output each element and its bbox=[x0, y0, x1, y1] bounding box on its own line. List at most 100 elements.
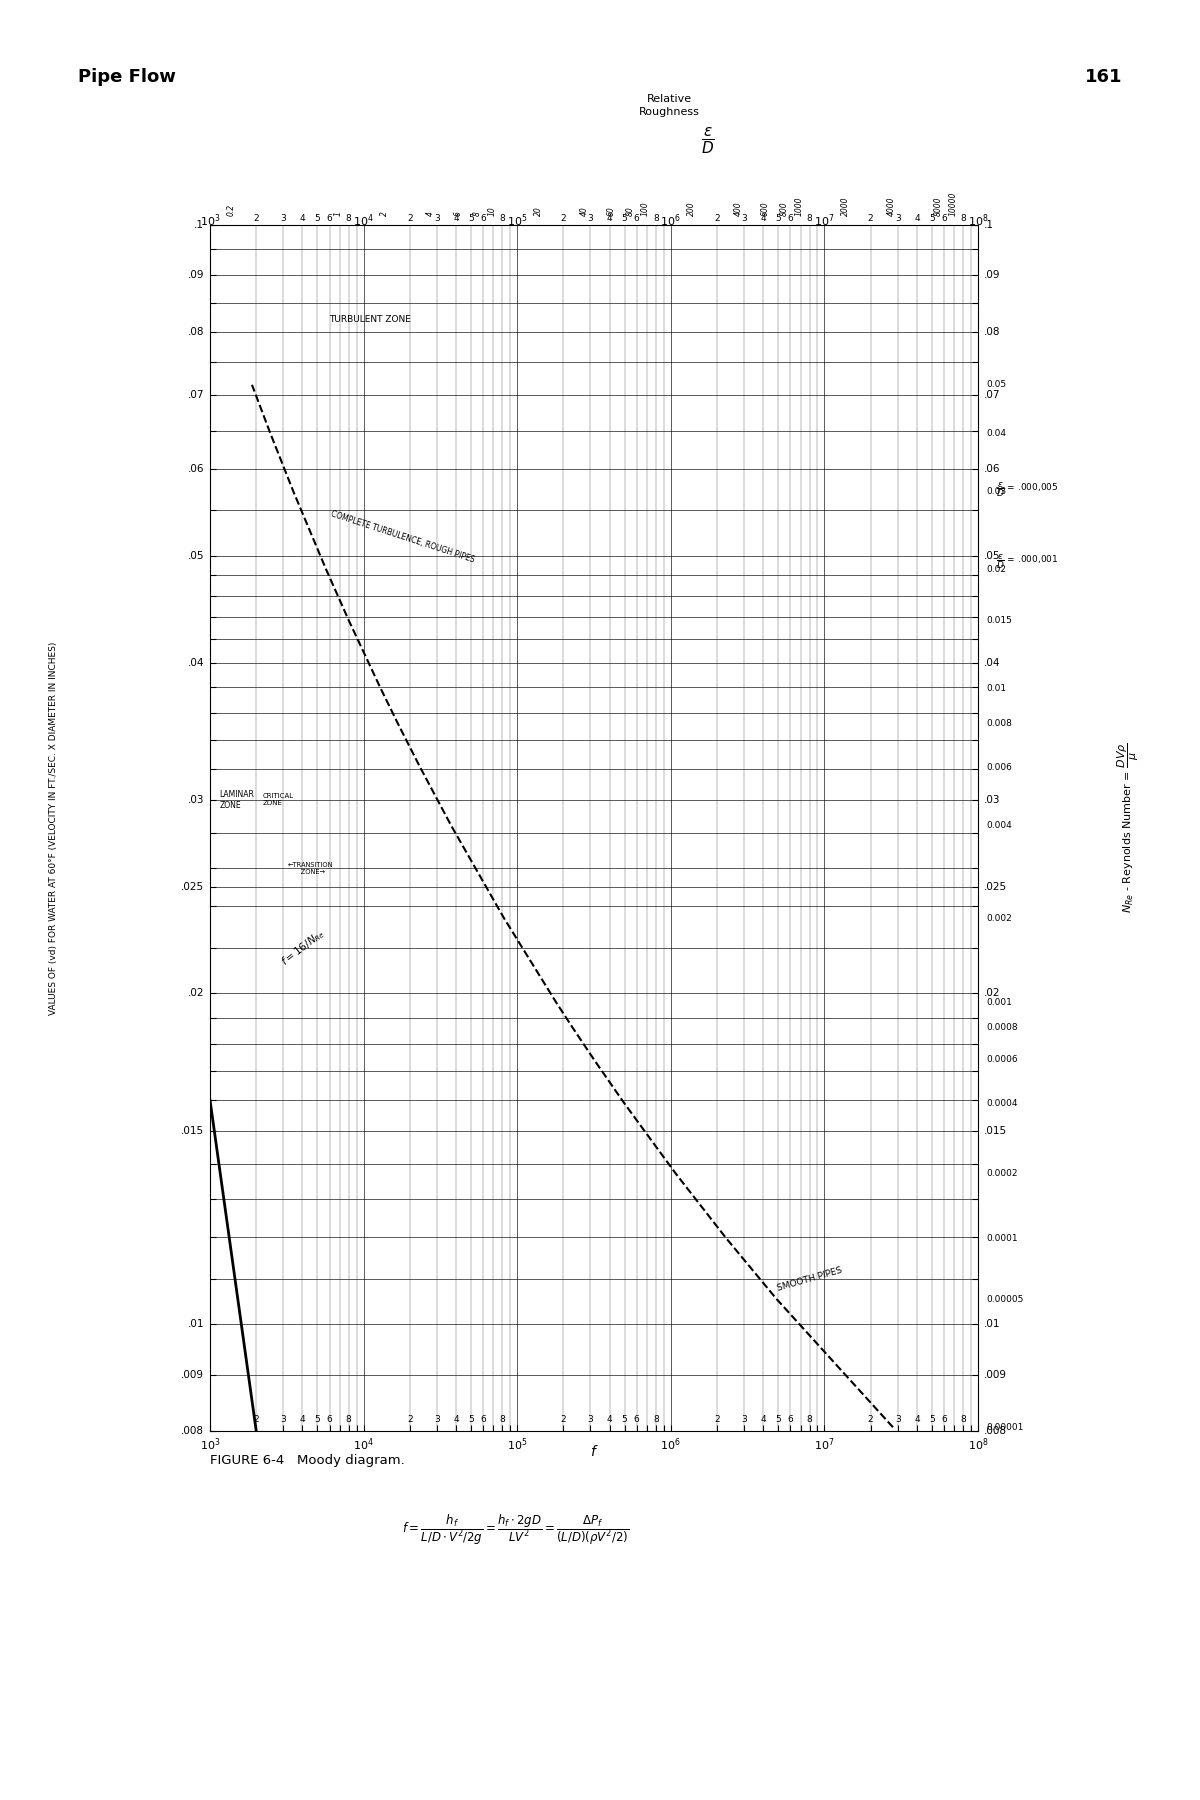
Text: 3: 3 bbox=[742, 1415, 746, 1424]
Text: 6: 6 bbox=[787, 1415, 793, 1424]
Text: 0.0004: 0.0004 bbox=[986, 1098, 1018, 1107]
Text: 0.03: 0.03 bbox=[986, 488, 1007, 497]
Text: 0.2: 0.2 bbox=[227, 203, 235, 216]
Text: 0.001: 0.001 bbox=[986, 997, 1013, 1006]
Text: 3: 3 bbox=[588, 214, 593, 223]
Text: 0.015: 0.015 bbox=[986, 616, 1013, 625]
Text: $10^4$: $10^4$ bbox=[353, 212, 374, 229]
Text: 5: 5 bbox=[622, 1415, 628, 1424]
Text: 4: 4 bbox=[300, 1415, 305, 1424]
Text: .015: .015 bbox=[181, 1125, 204, 1136]
Text: 800: 800 bbox=[780, 202, 788, 216]
Text: .015: .015 bbox=[984, 1125, 1007, 1136]
Text: .1: .1 bbox=[984, 220, 994, 230]
Text: 8: 8 bbox=[960, 214, 966, 223]
Text: 6: 6 bbox=[326, 214, 332, 223]
Text: $10^5$: $10^5$ bbox=[506, 212, 528, 229]
Text: $f$: $f$ bbox=[589, 1444, 599, 1458]
Text: .025: .025 bbox=[984, 882, 1007, 893]
Text: 2: 2 bbox=[560, 1415, 566, 1424]
Text: 2: 2 bbox=[253, 1415, 259, 1424]
Text: $10^6$: $10^6$ bbox=[660, 1436, 682, 1453]
Text: 8: 8 bbox=[960, 1415, 966, 1424]
Text: LAMINAR
ZONE: LAMINAR ZONE bbox=[220, 790, 254, 810]
Text: 4: 4 bbox=[914, 1415, 919, 1424]
Text: 4: 4 bbox=[454, 1415, 458, 1424]
Text: .08: .08 bbox=[187, 326, 204, 337]
Text: 5: 5 bbox=[775, 214, 781, 223]
Text: 60: 60 bbox=[607, 207, 616, 216]
Text: 2: 2 bbox=[868, 214, 874, 223]
Text: 6: 6 bbox=[941, 1415, 947, 1424]
Text: Relative
Roughness: Relative Roughness bbox=[640, 94, 700, 117]
Text: 2000: 2000 bbox=[841, 196, 850, 216]
Text: .03: .03 bbox=[187, 796, 204, 805]
Text: 6: 6 bbox=[326, 1415, 332, 1424]
Text: 4: 4 bbox=[607, 1415, 612, 1424]
Text: 6: 6 bbox=[634, 214, 640, 223]
Text: 0.00005: 0.00005 bbox=[986, 1294, 1024, 1303]
Text: 0.008: 0.008 bbox=[986, 718, 1013, 727]
Text: 0.0008: 0.0008 bbox=[986, 1024, 1018, 1033]
Text: 2: 2 bbox=[560, 214, 566, 223]
Text: 10000: 10000 bbox=[948, 191, 958, 216]
Text: .1: .1 bbox=[194, 220, 204, 230]
Text: .09: .09 bbox=[187, 270, 204, 281]
Text: 100: 100 bbox=[641, 202, 650, 216]
Text: $10^5$: $10^5$ bbox=[506, 1436, 528, 1453]
Text: $\dfrac{\varepsilon}{D}$ = .000,001: $\dfrac{\varepsilon}{D}$ = .000,001 bbox=[996, 553, 1058, 571]
Text: $N_{Re}$ - Reynolds Number = $\dfrac{DV\rho}{\mu}$: $N_{Re}$ - Reynolds Number = $\dfrac{DV\… bbox=[1115, 743, 1141, 913]
Text: $10^6$: $10^6$ bbox=[660, 212, 682, 229]
Text: 2: 2 bbox=[253, 214, 259, 223]
Text: ←TRANSITION
      ZONE→: ←TRANSITION ZONE→ bbox=[288, 862, 334, 875]
Text: 2: 2 bbox=[380, 211, 389, 216]
Text: 6: 6 bbox=[941, 214, 947, 223]
Text: $\dfrac{\varepsilon}{D}$: $\dfrac{\varepsilon}{D}$ bbox=[701, 126, 715, 157]
Text: 2: 2 bbox=[714, 214, 720, 223]
Text: .07: .07 bbox=[984, 391, 1001, 400]
Text: .06: .06 bbox=[984, 464, 1001, 473]
Text: 2: 2 bbox=[868, 1415, 874, 1424]
Text: 40: 40 bbox=[580, 207, 589, 216]
Text: 3: 3 bbox=[895, 1415, 900, 1424]
Text: 8: 8 bbox=[346, 1415, 352, 1424]
Text: 8: 8 bbox=[806, 1415, 812, 1424]
Text: 3: 3 bbox=[742, 214, 746, 223]
Text: 0.0006: 0.0006 bbox=[986, 1055, 1018, 1064]
Text: 0.01: 0.01 bbox=[986, 684, 1007, 693]
Text: 8: 8 bbox=[806, 214, 812, 223]
Text: 4: 4 bbox=[914, 214, 919, 223]
Text: .008: .008 bbox=[181, 1426, 204, 1436]
Text: $10^3$: $10^3$ bbox=[199, 1436, 221, 1453]
Text: 8: 8 bbox=[653, 214, 659, 223]
Text: 2: 2 bbox=[407, 1415, 413, 1424]
Text: 6: 6 bbox=[454, 211, 462, 216]
Text: Pipe Flow: Pipe Flow bbox=[78, 68, 176, 86]
Text: CRITICAL
ZONE: CRITICAL ZONE bbox=[263, 794, 294, 806]
Text: SMOOTH PIPES: SMOOTH PIPES bbox=[776, 1265, 844, 1292]
Text: 0.004: 0.004 bbox=[986, 821, 1012, 830]
Text: 0.00001: 0.00001 bbox=[986, 1422, 1024, 1431]
Text: .07: .07 bbox=[187, 391, 204, 400]
Text: .009: .009 bbox=[181, 1370, 204, 1381]
Text: 20: 20 bbox=[534, 207, 542, 216]
Text: 3: 3 bbox=[281, 1415, 286, 1424]
Text: 8: 8 bbox=[653, 1415, 659, 1424]
Text: 5: 5 bbox=[929, 214, 935, 223]
Text: 0.04: 0.04 bbox=[986, 428, 1007, 437]
Text: 1000: 1000 bbox=[794, 196, 804, 216]
Text: 0.0001: 0.0001 bbox=[986, 1233, 1018, 1242]
Text: 8: 8 bbox=[473, 211, 481, 216]
Text: 3: 3 bbox=[895, 214, 900, 223]
Text: 5: 5 bbox=[468, 1415, 474, 1424]
Text: 8: 8 bbox=[499, 214, 505, 223]
Text: 161: 161 bbox=[1085, 68, 1122, 86]
Text: 5: 5 bbox=[622, 214, 628, 223]
Text: 4: 4 bbox=[761, 214, 766, 223]
Text: TURBULENT ZONE: TURBULENT ZONE bbox=[330, 315, 412, 324]
Text: 4000: 4000 bbox=[887, 196, 896, 216]
Text: 4: 4 bbox=[300, 214, 305, 223]
Text: $10^7$: $10^7$ bbox=[814, 212, 835, 229]
Text: 4: 4 bbox=[426, 211, 436, 216]
Text: 8: 8 bbox=[346, 214, 352, 223]
